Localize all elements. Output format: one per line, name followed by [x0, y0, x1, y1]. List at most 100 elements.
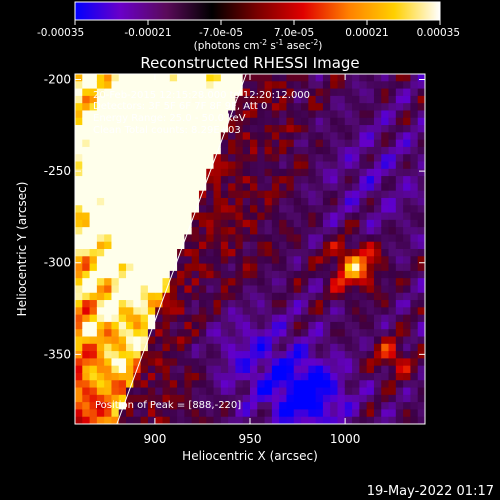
heatmap-cell [126, 329, 134, 338]
heatmap-cell [293, 380, 302, 389]
heatmap-cell [235, 110, 244, 119]
heatmap-cell [206, 190, 215, 199]
heatmap-cell [82, 402, 91, 411]
heatmap-cell [286, 409, 295, 418]
heatmap-cell [184, 409, 193, 418]
heatmap-cell [118, 256, 127, 265]
heatmap-cell [118, 314, 127, 323]
heatmap-cell [206, 292, 215, 301]
heatmap-cell [104, 365, 113, 374]
heatmap-cell [322, 146, 331, 155]
heatmap-cell [250, 183, 258, 192]
heatmap-cell [213, 343, 222, 352]
heatmap-cell [286, 329, 295, 338]
heatmap-cell [315, 117, 324, 126]
heatmap-cell [403, 394, 412, 403]
heatmap-cell [403, 351, 412, 359]
heatmap-cell [198, 183, 207, 192]
heatmap-cell [381, 351, 390, 359]
heatmap-cell [337, 402, 346, 411]
heatmap-cell [264, 270, 273, 279]
heatmap-cell [198, 270, 207, 279]
heatmap-cell [169, 161, 178, 170]
heatmap-cell [147, 117, 156, 126]
heatmap-cell [322, 81, 331, 90]
heatmap-cell [191, 219, 200, 228]
heatmap-cell [373, 321, 382, 330]
heatmap-cell [169, 263, 178, 272]
heatmap-cell [220, 278, 229, 287]
heatmap-cell [111, 212, 120, 221]
heatmap-cell [403, 336, 412, 345]
heatmap-cell [162, 329, 171, 338]
heatmap-cell [352, 270, 360, 279]
heatmap-cell [301, 409, 309, 418]
heatmap-cell [111, 154, 120, 163]
heatmap-cell [395, 292, 404, 301]
heatmap-cell [96, 241, 105, 250]
heatmap-cell [395, 205, 404, 214]
heatmap-cell [279, 285, 288, 294]
heatmap-cell [126, 285, 134, 294]
heatmap-cell [184, 219, 193, 228]
heatmap-cell [403, 117, 412, 126]
heatmap-cell [220, 394, 229, 403]
heatmap-cell [111, 219, 120, 228]
heatmap-cell [89, 183, 98, 192]
heatmap-cell [213, 125, 222, 133]
heatmap-cell [213, 387, 222, 396]
heatmap-cell [366, 365, 375, 374]
heatmap-cell [235, 394, 244, 403]
heatmap-cell [344, 402, 353, 411]
heatmap-cell [126, 336, 134, 345]
heatmap-cell [286, 125, 295, 133]
heatmap-cell [264, 74, 273, 82]
heatmap-cell [308, 117, 317, 126]
heatmap-cell [147, 365, 156, 374]
heatmap-cell [417, 139, 425, 148]
heatmap-cell [301, 197, 309, 206]
heatmap-cell [191, 95, 200, 104]
heatmap-cell [271, 372, 280, 381]
heatmap-cell [381, 263, 390, 272]
heatmap-cell [169, 292, 178, 301]
heatmap-cell [147, 146, 156, 155]
heatmap-cell [155, 154, 164, 163]
heatmap-cell [118, 81, 127, 90]
heatmap-cell [228, 394, 237, 403]
heatmap-cell [330, 416, 339, 424]
heatmap-cell [147, 176, 156, 184]
heatmap-cell [395, 81, 404, 90]
heatmap-cell [250, 329, 258, 338]
heatmap-cell [133, 270, 142, 279]
heatmap-cell [126, 74, 134, 82]
heatmap-cell [220, 74, 229, 82]
heatmap-cell [162, 402, 171, 411]
heatmap-cell [337, 336, 346, 345]
heatmap-cell [191, 241, 200, 250]
heatmap-cell [96, 365, 105, 374]
heatmap-cell [250, 168, 258, 177]
heatmap-cell [279, 234, 288, 243]
heatmap-cell [155, 278, 164, 287]
heatmap-cell [133, 154, 142, 163]
heatmap-cell [191, 416, 200, 424]
heatmap-cell [293, 132, 302, 141]
heatmap-cell [140, 270, 149, 279]
heatmap-cell [286, 88, 295, 97]
heatmap-cell [118, 103, 127, 112]
heatmap-cell [228, 103, 237, 112]
heatmap-cell [75, 351, 83, 359]
heatmap-cell [235, 387, 244, 396]
heatmap-cell [373, 117, 382, 126]
heatmap-cell [308, 278, 317, 287]
heatmap-cell [104, 161, 113, 170]
heatmap-cell [75, 190, 83, 199]
annotation-block: 20-Feb-2015 12:15:28.000 to 12:20:12.000… [93, 90, 310, 136]
heatmap-cell [381, 161, 390, 170]
heatmap-cell [198, 241, 207, 250]
heatmap-cell [89, 387, 98, 396]
heatmap-cell [184, 380, 193, 389]
heatmap-cell [293, 161, 302, 170]
heatmap-cell [169, 372, 178, 381]
